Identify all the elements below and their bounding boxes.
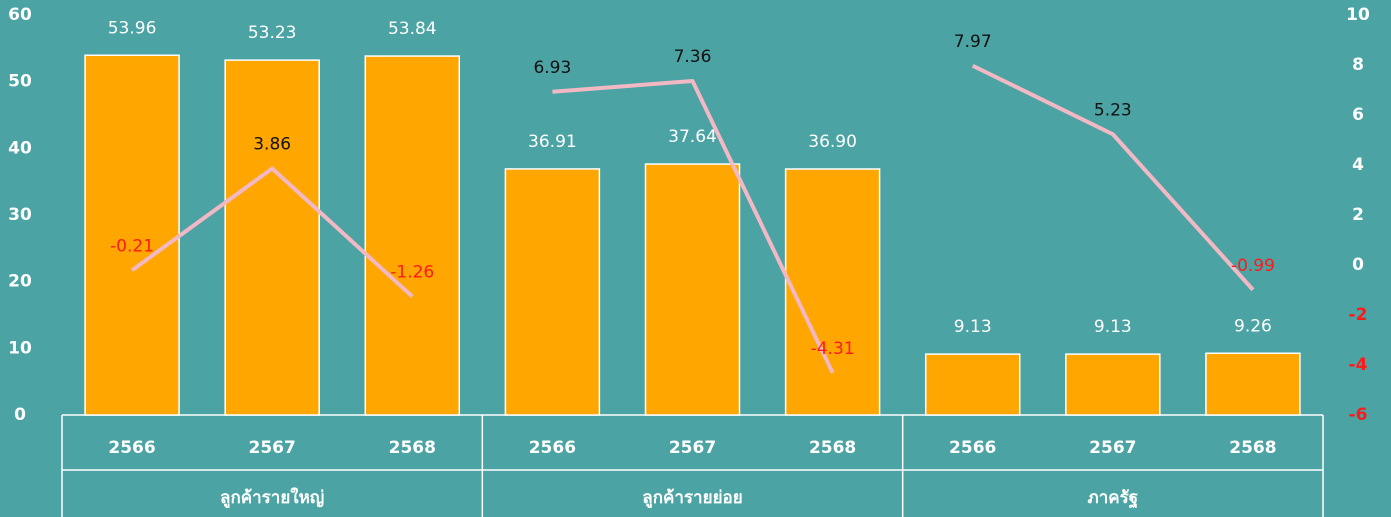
bar — [784, 168, 881, 416]
line-value-label: -1.26 — [390, 263, 434, 283]
bar-value-label: 53.96 — [108, 18, 157, 38]
x-tick-label: 2567 — [669, 438, 716, 458]
line-value-label: -0.21 — [110, 236, 154, 256]
y-tick-label: 60 — [8, 5, 32, 25]
x-tick-label: 2566 — [949, 438, 996, 458]
line-value-label: 6.93 — [533, 58, 571, 78]
line-value-label: -0.99 — [1231, 256, 1275, 276]
y-tick-label: 20 — [8, 272, 32, 292]
y2-tick-label: 10 — [1346, 5, 1370, 25]
y-tick-label: 30 — [8, 205, 32, 225]
x-tick-label: 2568 — [389, 438, 436, 458]
bar — [364, 55, 461, 416]
y2-tick-label: 8 — [1352, 55, 1364, 75]
x-tick-label: 2566 — [108, 438, 155, 458]
bar — [504, 168, 601, 416]
bar-value-label: 36.91 — [528, 132, 577, 152]
bar — [644, 163, 741, 416]
line-value-label: 7.36 — [674, 47, 712, 67]
bar — [1205, 352, 1301, 416]
line — [971, 63, 1255, 292]
line-value-label: 7.97 — [954, 32, 992, 52]
bar-value-label: 9.13 — [1094, 317, 1132, 337]
y-tick-label: 0 — [14, 405, 26, 425]
bar-value-label: 9.13 — [954, 317, 992, 337]
group-label: ลูกค้ารายใหญ่ — [220, 487, 324, 509]
line — [130, 166, 414, 298]
line-value-label: -4.31 — [811, 339, 855, 359]
y-tick-label: 50 — [8, 72, 32, 92]
bar-value-label: 37.64 — [668, 127, 717, 147]
x-tick-label: 2568 — [809, 438, 856, 458]
bar-value-label: 53.84 — [388, 19, 437, 39]
line-value-label: 5.23 — [1094, 100, 1132, 120]
x-tick-label: 2568 — [1229, 438, 1276, 458]
y2-tick-label: -2 — [1349, 305, 1368, 325]
y2-tick-label: 6 — [1352, 105, 1364, 125]
y2-tick-label: 2 — [1352, 205, 1364, 225]
bar — [84, 54, 180, 416]
bar — [924, 353, 1021, 416]
line-value-label: 3.86 — [253, 135, 291, 155]
x-tick-label: 2566 — [529, 438, 576, 458]
group-label: ลูกค้ารายย่อย — [642, 488, 742, 509]
y-tick-label: 10 — [8, 338, 32, 358]
bar-value-label: 36.90 — [808, 132, 857, 152]
y2-tick-label: 0 — [1352, 255, 1364, 275]
bar-value-label: 9.26 — [1234, 316, 1272, 336]
y2-tick-label: -4 — [1349, 355, 1368, 375]
line — [552, 79, 835, 374]
bar-value-label: 53.23 — [248, 23, 297, 43]
bar — [224, 59, 320, 416]
x-tick-label: 2567 — [249, 438, 296, 458]
y-tick-label: 40 — [8, 138, 32, 158]
bar — [1065, 353, 1161, 416]
group-label: ภาครัฐ — [1088, 488, 1139, 509]
y2-tick-label: -6 — [1349, 405, 1368, 425]
x-tick-label: 2567 — [1089, 438, 1136, 458]
y2-tick-label: 4 — [1352, 155, 1364, 175]
